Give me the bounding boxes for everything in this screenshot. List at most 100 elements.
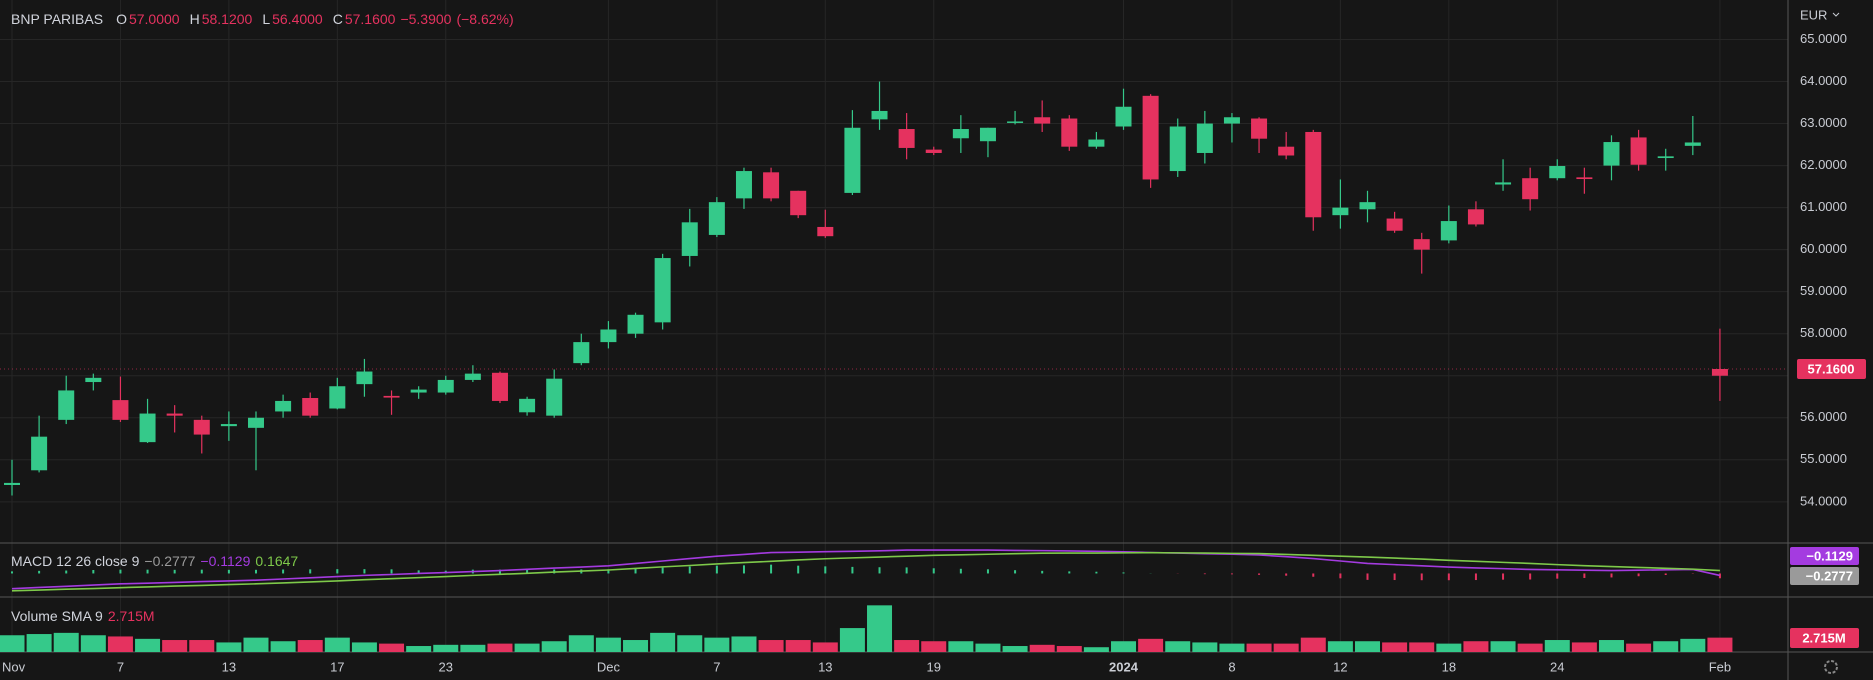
macd-value-label: −0.1129 bbox=[1806, 548, 1853, 563]
candle-body bbox=[952, 129, 969, 139]
volume-bar bbox=[1165, 641, 1191, 652]
volume-bar bbox=[1355, 641, 1380, 652]
x-tick-label: Feb bbox=[1709, 659, 1731, 674]
volume-value-label: 2.715M bbox=[1802, 630, 1845, 645]
volume-bar bbox=[785, 640, 811, 652]
macd-hist-box bbox=[1790, 567, 1859, 585]
candle-body bbox=[1223, 117, 1240, 124]
candle-body bbox=[85, 377, 102, 383]
candle-body bbox=[790, 190, 807, 216]
volume-bar bbox=[1409, 642, 1435, 652]
ohlc-value: 57.0000 bbox=[128, 11, 180, 27]
candle-body bbox=[220, 424, 237, 427]
currency: EUR bbox=[1800, 7, 1827, 22]
volume-bar bbox=[1436, 643, 1462, 652]
y-tick-label: 59.0000 bbox=[1800, 283, 1847, 298]
volume-bar bbox=[26, 634, 52, 652]
candle-body bbox=[1278, 146, 1295, 156]
candle-body bbox=[112, 400, 129, 420]
x-tick-label: 13 bbox=[222, 659, 236, 674]
volume-bar bbox=[1219, 643, 1245, 652]
change: −5.3900 bbox=[400, 11, 452, 27]
volume-bar bbox=[1626, 643, 1652, 652]
x-tick-label: 8 bbox=[1228, 659, 1235, 674]
candle-body bbox=[573, 342, 590, 364]
candle-body bbox=[356, 371, 373, 385]
volume-bar bbox=[1490, 641, 1516, 652]
x-tick-label: 7 bbox=[117, 659, 124, 674]
volume-bar bbox=[1300, 637, 1326, 652]
candle-body bbox=[1386, 218, 1403, 231]
volume-bar bbox=[1680, 638, 1706, 652]
currency-chevron bbox=[1832, 12, 1840, 17]
volume-bar bbox=[894, 640, 920, 652]
candle-body bbox=[519, 398, 536, 413]
y-tick-label: 62.0000 bbox=[1800, 157, 1847, 172]
volume-header: Volume SMA 9 2.715M bbox=[11, 608, 155, 624]
ohlc-value: 58.1200 bbox=[201, 11, 253, 27]
candle-body bbox=[654, 258, 671, 323]
x-tick-label: Nov bbox=[2, 659, 26, 674]
candle-body bbox=[1196, 123, 1213, 153]
macd-hist-label: −0.2777 bbox=[1806, 568, 1853, 583]
candle-body bbox=[708, 202, 725, 235]
volume-bar bbox=[1517, 643, 1543, 652]
volume-bar bbox=[0, 635, 25, 652]
volume-title: Volume SMA 9 bbox=[11, 608, 103, 624]
volume-bar bbox=[270, 641, 296, 652]
volume-bar bbox=[1327, 641, 1353, 652]
candle-body bbox=[464, 373, 481, 380]
volume-bar bbox=[595, 637, 621, 652]
candle-body bbox=[1088, 139, 1105, 147]
candle-body bbox=[1142, 95, 1159, 180]
x-tick-label: 24 bbox=[1550, 659, 1564, 674]
volume-bar bbox=[1029, 644, 1055, 652]
ohlc-value: 57.1600 bbox=[344, 11, 396, 27]
macd-signal-value: 0.1647 bbox=[255, 553, 299, 569]
volume-bar bbox=[867, 605, 893, 652]
volume-bar bbox=[1083, 647, 1109, 652]
y-tick-label: 54.0000 bbox=[1800, 493, 1847, 508]
candle-body bbox=[1495, 182, 1512, 185]
candle-body bbox=[763, 172, 780, 199]
volume-bar bbox=[487, 643, 513, 652]
x-tick-label: 19 bbox=[927, 659, 941, 674]
candle-body bbox=[546, 378, 563, 416]
y-tick-label: 63.0000 bbox=[1800, 115, 1847, 130]
volume-bar bbox=[731, 636, 757, 652]
ohlc-key: C bbox=[332, 11, 343, 27]
volume-bar bbox=[216, 642, 242, 652]
volume-bar bbox=[53, 632, 79, 652]
candle-body bbox=[247, 417, 264, 428]
ohlc-key: H bbox=[189, 11, 200, 27]
candle-body bbox=[925, 149, 942, 153]
candle-body bbox=[844, 127, 861, 193]
candle-body bbox=[600, 329, 617, 343]
x-tick-label: 2024 bbox=[1109, 659, 1139, 674]
candle-body bbox=[1061, 118, 1078, 147]
volume-bar bbox=[541, 641, 567, 652]
candle-body bbox=[1440, 221, 1457, 241]
candle-body bbox=[627, 314, 644, 334]
candle-body bbox=[1034, 117, 1051, 124]
symbol: BNP PARIBAS bbox=[11, 11, 104, 27]
volume-bar bbox=[650, 632, 676, 652]
volume-bar bbox=[704, 637, 730, 652]
candle-body bbox=[1603, 142, 1620, 166]
candle-body bbox=[979, 127, 996, 142]
macd-signal-line bbox=[11, 551, 1720, 592]
volume-bar bbox=[1653, 641, 1679, 652]
candle-body bbox=[1711, 369, 1728, 376]
candle-body bbox=[31, 436, 48, 471]
candle-body bbox=[1115, 106, 1132, 127]
x-tick-label: 18 bbox=[1442, 659, 1456, 674]
x-tick-label: 23 bbox=[439, 659, 453, 674]
volume-bar bbox=[80, 635, 106, 652]
candle-body bbox=[4, 482, 20, 486]
volume-bar bbox=[1707, 637, 1733, 652]
volume-bar bbox=[1382, 642, 1408, 652]
y-tick-label: 60.0000 bbox=[1800, 241, 1847, 256]
candle-body bbox=[329, 386, 346, 409]
